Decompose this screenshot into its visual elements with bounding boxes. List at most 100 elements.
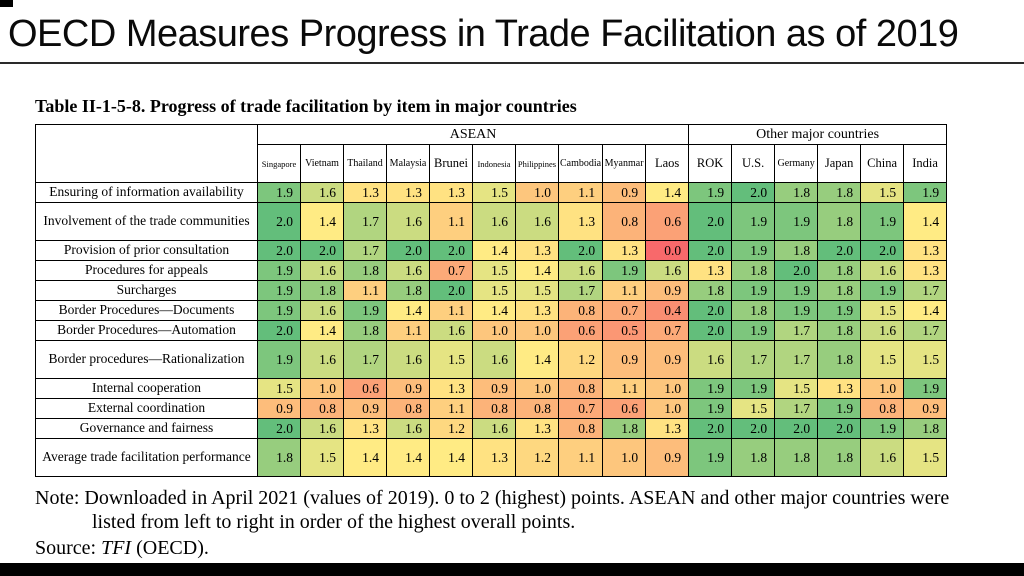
value-cell: 1.5 (472, 260, 516, 281)
value-cell: 1.6 (300, 340, 344, 379)
value-cell: 1.9 (343, 300, 387, 321)
table-row-ensuring-of-information-availability: Ensuring of information availability 1.9 1… (35, 182, 948, 203)
value-cell: 1.4 (645, 182, 690, 203)
value-cell: 1.9 (731, 378, 776, 399)
value-cell: 1.9 (731, 240, 776, 261)
value-cell: 1.6 (386, 260, 430, 281)
value-cell: 1.0 (645, 378, 690, 399)
value-cell: 1.9 (817, 300, 862, 321)
row-label: Border Procedures—Automation (35, 320, 258, 341)
value-cell: 1.3 (472, 438, 516, 477)
column-header-u-s: U.S. (731, 144, 776, 183)
row-label: Procedures for appeals (35, 260, 258, 281)
value-cell: 1.9 (688, 182, 733, 203)
value-cell: 0.7 (645, 320, 690, 341)
note-text: Note: Downloaded in April 2021 (values o… (35, 487, 950, 533)
value-cell: 1.8 (731, 438, 776, 477)
value-cell: 1.4 (386, 300, 430, 321)
value-cell: 1.9 (903, 378, 948, 399)
table-caption: Table II-1-5-8. Progress of trade facili… (35, 96, 577, 116)
value-cell: 1.9 (860, 202, 905, 241)
tfi-table: ASEAN Other major countries Singapore Vietn… (35, 124, 948, 477)
value-cell: 1.6 (515, 202, 559, 241)
table-row-involvement-of-the-trade-communities: Involvement of the trade communities 2.0 1… (35, 202, 948, 241)
value-cell: 1.8 (774, 438, 819, 477)
notes-block: Note: Downloaded in April 2021 (values o… (35, 486, 985, 560)
source-work: TFI (101, 537, 132, 559)
value-cell: 1.3 (429, 378, 473, 399)
value-cell: 1.3 (903, 260, 948, 281)
value-cell: 1.5 (860, 340, 905, 379)
value-cell: 1.7 (774, 340, 819, 379)
value-cell: 1.5 (903, 340, 948, 379)
value-cell: 1.5 (774, 378, 819, 399)
value-cell: 1.7 (343, 340, 387, 379)
value-cell: 1.6 (386, 202, 430, 241)
value-cell: 1.3 (515, 300, 559, 321)
column-header-cambodia: Cambodia (557, 144, 604, 183)
value-cell: 1.0 (515, 378, 559, 399)
value-cell: 1.9 (860, 280, 905, 301)
value-cell: 1.4 (472, 300, 516, 321)
value-cell: 2.0 (688, 418, 733, 439)
value-cell: 1.9 (257, 300, 301, 321)
value-cell: 1.7 (774, 320, 819, 341)
table-row-internal-cooperation: Internal cooperation 1.5 1.0 0.6 0.9 1.3 0.9 1.… (35, 378, 948, 399)
value-cell: 1.6 (300, 300, 344, 321)
value-cell: 1.4 (903, 300, 948, 321)
value-cell: 1.3 (645, 418, 690, 439)
value-cell: 1.4 (300, 202, 344, 241)
value-cell: 1.3 (343, 182, 387, 203)
value-cell: 1.0 (472, 320, 516, 341)
value-cell: 0.7 (557, 398, 604, 419)
table-row-border-procedures-automation: Border Procedures—Automation 2.0 1.4 1.8 1.1… (35, 320, 948, 341)
table-row-average-trade-facilitation-performance: Average trade facilitation performance 1.… (35, 438, 948, 477)
value-cell: 0.9 (645, 438, 690, 477)
value-cell: 1.3 (429, 182, 473, 203)
value-cell: 2.0 (731, 182, 776, 203)
value-cell: 2.0 (688, 320, 733, 341)
value-cell: 1.4 (300, 320, 344, 341)
value-cell: 1.1 (386, 320, 430, 341)
value-cell: 1.8 (257, 438, 301, 477)
value-cell: 2.0 (774, 260, 819, 281)
value-cell: 1.1 (602, 378, 647, 399)
value-cell: 1.6 (472, 202, 516, 241)
value-cell: 1.6 (860, 320, 905, 341)
value-cell: 1.9 (257, 260, 301, 281)
value-cell: 1.5 (257, 378, 301, 399)
column-header-rok: ROK (688, 144, 733, 183)
value-cell: 2.0 (300, 240, 344, 261)
row-label: Governance and fairness (35, 418, 258, 439)
value-cell: 0.6 (343, 378, 387, 399)
value-cell: 0.0 (645, 240, 690, 261)
value-cell: 1.8 (817, 320, 862, 341)
value-cell: 1.3 (515, 418, 559, 439)
row-label: Border Procedures—Documents (35, 300, 258, 321)
value-cell: 0.9 (472, 378, 516, 399)
value-cell: 1.6 (645, 260, 690, 281)
value-cell: 0.9 (257, 398, 301, 419)
row-label: Involvement of the trade communities (35, 202, 258, 241)
column-header-germany: Germany (774, 144, 819, 183)
value-cell: 1.9 (688, 378, 733, 399)
value-cell: 1.1 (602, 280, 647, 301)
value-cell: 1.9 (731, 202, 776, 241)
column-header-myanmar: Myanmar (602, 144, 647, 183)
value-cell: 2.0 (817, 240, 862, 261)
value-cell: 1.1 (557, 438, 604, 477)
value-cell: 1.6 (386, 418, 430, 439)
value-cell: 2.0 (386, 240, 430, 261)
value-cell: 1.5 (429, 340, 473, 379)
value-cell: 1.9 (860, 418, 905, 439)
value-cell: 1.8 (343, 260, 387, 281)
value-cell: 1.8 (903, 418, 948, 439)
corner-mark (0, 0, 13, 7)
column-header-vietnam: Vietnam (300, 144, 344, 183)
value-cell: 1.7 (343, 240, 387, 261)
table-row-border-procedures-rationalization: Border procedures—Rationalization 1.9 1.6 1… (35, 340, 948, 379)
value-cell: 0.8 (602, 202, 647, 241)
table-row-governance-and-fairness: Governance and fairness 2.0 1.6 1.3 1.6 1.2 1.… (35, 418, 948, 439)
value-cell: 2.0 (817, 418, 862, 439)
value-cell: 1.8 (688, 280, 733, 301)
